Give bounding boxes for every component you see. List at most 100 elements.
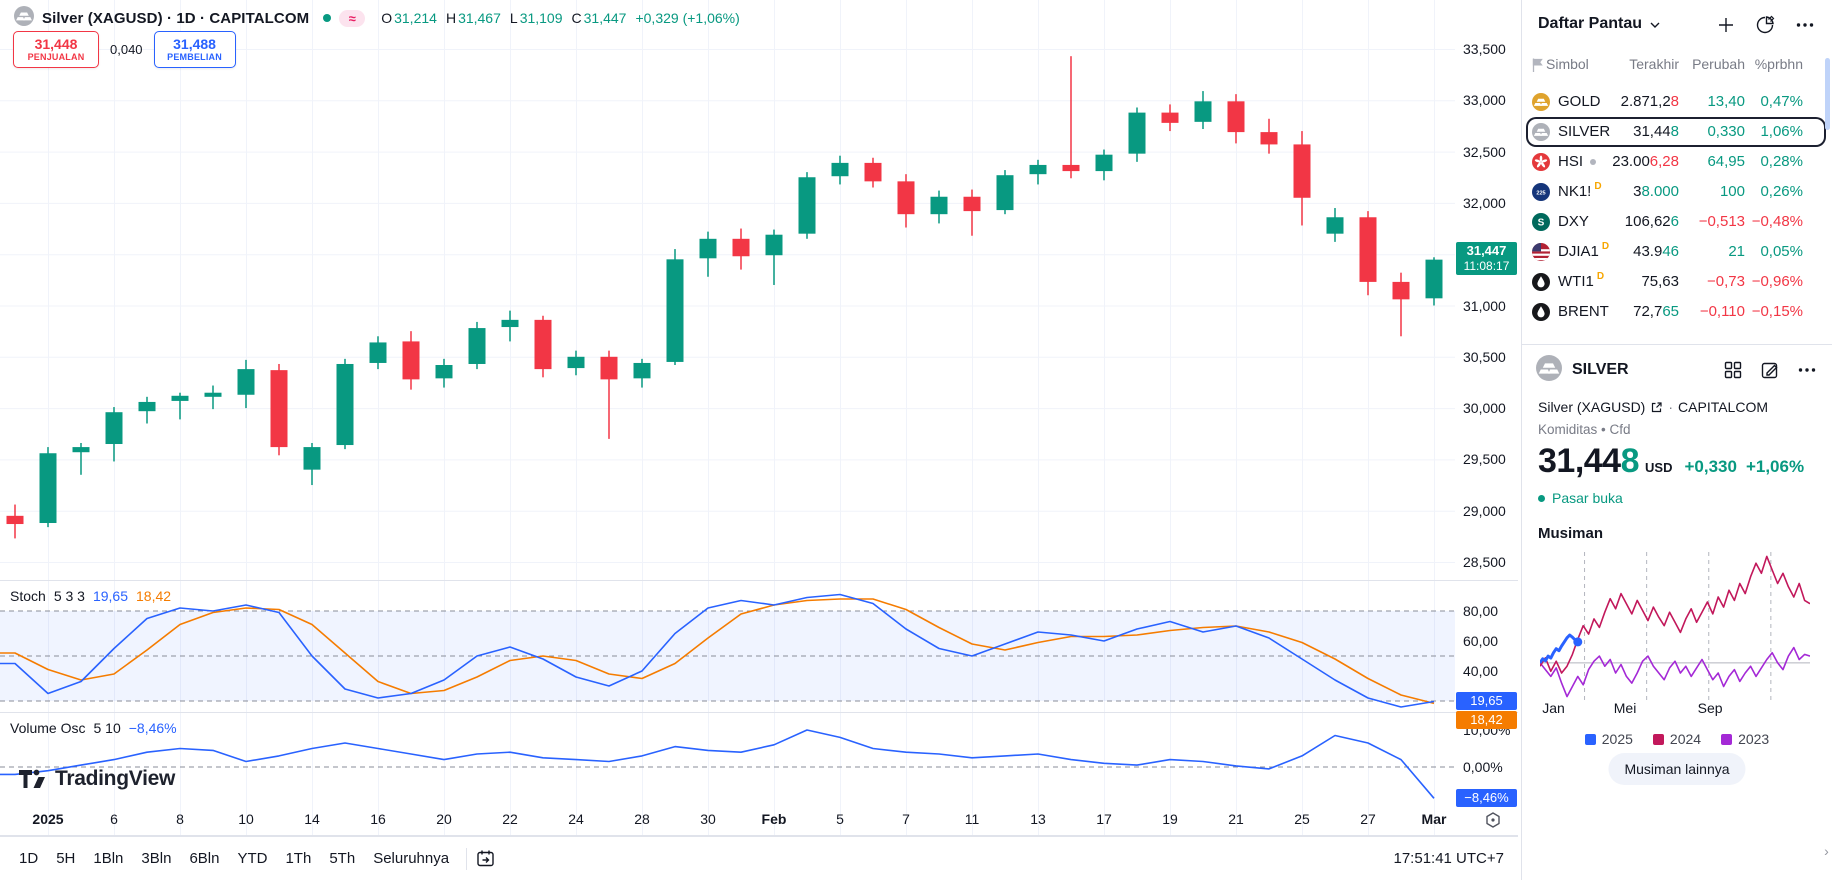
trade-buttons-row: 31,448 PENJUALAN 0,040 31,488 PEMBELIAN	[13, 31, 236, 68]
details-price-accent: 8	[1620, 442, 1640, 480]
time-axis-label: 2025	[32, 811, 64, 827]
candle-body	[1260, 132, 1278, 145]
volume-osc-indicator-label[interactable]: Volume Osc 5 10 −8,46%	[10, 720, 177, 736]
seasonal-line-2024	[1539, 555, 1811, 674]
bottom-toolbar: 1D 5H 1Bln 3Bln 6Bln YTD 1Th 5Th Seluruhnya 17:5…	[0, 836, 1518, 880]
timeframe-button-1bln[interactable]: 1Bln	[93, 850, 124, 867]
seasonal-month-label: Jan	[1542, 700, 1565, 716]
timeframe-button-6bln[interactable]: 6Bln	[189, 850, 220, 867]
panel-collapse-chevron-icon[interactable]: ›	[1824, 843, 1829, 859]
candle-body	[1227, 101, 1245, 133]
stoch-indicator-label[interactable]: Stoch 5 3 3 19,65 18,42	[10, 588, 171, 604]
clock-utc[interactable]: 17:51:41 UTC+7	[1393, 850, 1505, 867]
column-percent[interactable]: %prbhn	[1754, 56, 1803, 72]
legend-item-2025[interactable]: 2025	[1584, 731, 1633, 747]
candle-body	[468, 328, 486, 364]
chart-plot-area[interactable]	[0, 0, 1518, 836]
more-options-icon[interactable]	[1796, 359, 1818, 381]
ohlc-values: O 31,214 H 31,467 L 31,109 C 31,447 +0,329 (+1,0…	[381, 10, 740, 26]
more-seasonal-button[interactable]: Musiman lainnya	[1608, 753, 1746, 785]
grid-layout-icon[interactable]	[1722, 359, 1744, 381]
silver-coin-icon	[1536, 354, 1562, 381]
tradingview-logo-icon	[19, 769, 45, 788]
main-chart-canvas[interactable]	[0, 0, 1518, 836]
flag-column-icon[interactable]	[1530, 57, 1544, 76]
tradingview-logo-text: TradingView	[55, 767, 176, 790]
details-symbol-name[interactable]: Silver (XAGUSD)	[1538, 399, 1646, 415]
candle-body	[402, 341, 420, 380]
more-options-icon[interactable]	[1794, 14, 1816, 36]
column-change[interactable]: Perubah	[1692, 56, 1745, 72]
watchlist-last-price: 72,765	[1633, 303, 1679, 320]
candle-body	[864, 162, 882, 182]
pie-chart-edit-icon[interactable]	[1754, 13, 1777, 36]
watchlist-change-percent: −0,48%	[1751, 213, 1803, 230]
candle-body	[963, 196, 981, 212]
timeframe-button-3bln[interactable]: 3Bln	[141, 850, 172, 867]
timeframe-button-1th[interactable]: 1Th	[285, 850, 312, 867]
watchlist-last-price: 38.000	[1633, 183, 1679, 200]
candle-body	[930, 196, 948, 215]
candle-body	[897, 181, 915, 215]
timeframe-button-5th[interactable]: 5Th	[329, 850, 356, 867]
nikkei-225-icon: 225	[1532, 183, 1550, 201]
svg-text:225: 225	[1536, 190, 1545, 196]
approx-price-badge[interactable]: ≈	[339, 9, 366, 27]
watchlist-symbol-name: WTI1 D	[1558, 271, 1605, 290]
timeframe-button-seluruhnya[interactable]: Seluruhnya	[373, 850, 450, 867]
time-axis-label: 13	[1030, 811, 1046, 827]
watchlist-row-brent[interactable]: BRENT 72,765 −0,110 −0,15%	[1526, 297, 1826, 327]
watchlist-row-silver[interactable]: SILVER 31,448 0,330 1,06%	[1526, 117, 1826, 147]
watchlist-title-dropdown[interactable]: Daftar Pantau	[1538, 13, 1664, 34]
price-axis-label: 28,500	[1463, 554, 1506, 570]
buy-price: 31,488	[173, 36, 216, 53]
column-symbol[interactable]: Simbol	[1546, 56, 1589, 72]
watchlist-last-price: 106,626	[1624, 213, 1679, 230]
sell-button[interactable]: 31,448 PENJUALAN	[13, 31, 99, 68]
time-axis-label: 16	[370, 811, 386, 827]
candle-body	[204, 392, 222, 397]
time-axis-label: 20	[436, 811, 452, 827]
column-last[interactable]: Terakhir	[1629, 56, 1679, 72]
candle-body	[1392, 281, 1410, 300]
timeframe-button-ytd[interactable]: YTD	[237, 850, 268, 867]
watchlist-change: 13,40	[1707, 93, 1745, 110]
gold-coin-icon	[1532, 93, 1550, 111]
watchlist-scrollbar[interactable]	[1825, 58, 1830, 130]
legend-item-2024[interactable]: 2024	[1652, 731, 1701, 747]
watchlist-change: −0,110	[1699, 303, 1745, 320]
watchlist-row-djia1[interactable]: DJIA1 D 43.946 21 0,05%	[1526, 237, 1826, 267]
go-to-date-calendar-icon[interactable]	[475, 848, 496, 869]
symbol-title[interactable]: Silver (XAGUSD) · 1D · CAPITALCOM	[42, 9, 310, 27]
silver-coin-icon	[14, 5, 34, 26]
candle-body	[369, 342, 387, 363]
delayed-data-badge: D	[1596, 271, 1605, 282]
candle-body	[1194, 101, 1212, 122]
volume-osc-price-label: −8,46%	[1456, 788, 1517, 808]
watchlist-row-hsi[interactable]: HSI 23.006,28 64,95 0,28%	[1526, 147, 1826, 177]
stoch-k-value: 19,65	[92, 588, 128, 604]
watchlist-row-wti1[interactable]: WTI1 D 75,63 −0,73 −0,96%	[1526, 267, 1826, 297]
time-axis-label: 30	[700, 811, 716, 827]
seasonal-2025-end-dot	[1573, 637, 1583, 647]
legend-item-2023[interactable]: 2023	[1721, 731, 1769, 747]
watchlist-row-gold[interactable]: GOLD 2.871,28 13,40 0,47%	[1526, 87, 1826, 117]
buy-button[interactable]: 31,488 PEMBELIAN	[153, 31, 236, 68]
watchlist-row-dxy[interactable]: S DXY 106,626 −0,513 −0,48%	[1526, 207, 1826, 237]
timeframe-button-1d[interactable]: 1D	[19, 850, 39, 867]
external-link-icon[interactable]	[1650, 401, 1663, 414]
compose-edit-icon[interactable]	[1759, 359, 1781, 381]
details-symbol-title: SILVER	[1572, 361, 1629, 378]
candle-body	[72, 447, 90, 453]
ohlc-change: +0,329 (+1,06%)	[635, 10, 740, 26]
time-axis-settings-icon[interactable]	[1482, 810, 1504, 837]
watchlist-last-price: 75,63	[1641, 273, 1679, 290]
watchlist-symbol-name: HSI	[1558, 153, 1597, 170]
stoch-title: Stoch	[10, 588, 46, 604]
add-symbol-plus-icon[interactable]	[1715, 14, 1737, 36]
stoch-d-value: 18,42	[136, 588, 172, 604]
watchlist-symbol-name: BRENT	[1558, 303, 1609, 320]
watchlist-row-nk1[interactable]: 225 NK1! D 38.000 100 0,26%	[1526, 177, 1826, 207]
timeframe-button-5h[interactable]: 5H	[56, 850, 76, 867]
tradingview-logo[interactable]: TradingView	[18, 766, 175, 792]
